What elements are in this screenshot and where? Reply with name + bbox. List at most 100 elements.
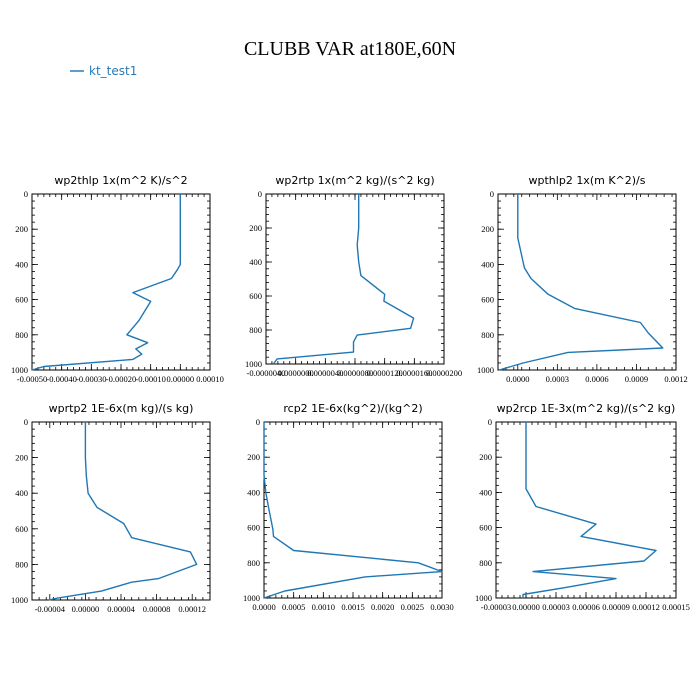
x-tick-label: 0.0000 — [506, 374, 529, 384]
y-tick-label: 800 — [481, 330, 494, 340]
x-tick-label: 0.00008 — [143, 604, 171, 614]
plot-frame — [497, 193, 677, 371]
x-tick-label: -0.00010 — [135, 374, 165, 384]
y-tick-label: 1000 — [475, 593, 492, 603]
plot-frame — [495, 421, 677, 599]
plot-frame — [31, 421, 211, 601]
series-line — [272, 194, 415, 365]
x-tick-label: -0.0000040 — [247, 368, 286, 378]
panel-2: wp2rtp 1x(m^2 kg)/(s^2 kg)-0.00000400.00… — [245, 174, 462, 378]
series-line — [263, 422, 443, 599]
series-line — [522, 422, 657, 598]
x-tick-label: 0.00012 — [632, 602, 660, 612]
panel-title: rcp2 1E-6x(kg^2)/(kg^2) — [283, 402, 422, 415]
x-tick-label: 0.00012 — [178, 604, 206, 614]
x-tick-label: 0.0025 — [401, 602, 424, 612]
series-line — [48, 422, 198, 601]
y-tick-label: 600 — [249, 291, 262, 301]
x-tick-label: 0.0010 — [312, 602, 335, 612]
y-tick-label: 1000 — [243, 593, 260, 603]
x-tick-label: 0.0005 — [282, 602, 305, 612]
y-tick-label: 1000 — [477, 365, 494, 375]
y-tick-label: 1000 — [11, 365, 28, 375]
y-tick-label: 800 — [249, 325, 262, 335]
panel-1: wp2thlp 1x(m^2 K)/s^2-0.00050 -0.00040 -0.… — [11, 174, 224, 384]
x-tick-label: 0.0015 — [341, 602, 364, 612]
x-tick-label: -0.00030 — [76, 374, 106, 384]
figure-title: CLUBB VAR at180E,60N — [244, 38, 456, 60]
y-tick-label: 600 — [15, 295, 28, 305]
y-tick-label: 600 — [15, 524, 28, 534]
panel-title: wp2thlp 1x(m^2 K)/s^2 — [54, 174, 187, 187]
x-tick-label: 0.0000160 — [396, 368, 432, 378]
y-tick-label: 600 — [479, 523, 492, 533]
panel-6: wp2rcp 1E-3x(m^2 kg)/(s^2 kg)-0.00003 0.0… — [475, 402, 690, 612]
series-line — [31, 194, 182, 371]
y-tick-label: 200 — [479, 452, 492, 462]
x-tick-label: -0.00050 — [17, 374, 47, 384]
x-tick-label: 0.00015 — [662, 602, 690, 612]
panels: wp2thlp 1x(m^2 K)/s^2-0.00050 -0.00040 -0.… — [11, 174, 690, 614]
x-tick-label: 0.00000 — [72, 604, 100, 614]
y-tick-label: 1000 — [245, 359, 262, 369]
x-tick-label: 0.00004 — [107, 604, 135, 614]
panel-5: rcp2 1E-6x(kg^2)/(kg^2) 0.0000 0.0005 0.001… — [243, 402, 454, 612]
y-tick-label: 800 — [479, 558, 492, 568]
y-tick-label: 400 — [15, 259, 28, 269]
x-tick-label: 0.00010 — [196, 374, 224, 384]
x-tick-label: 0.0000200 — [426, 368, 462, 378]
y-tick-label: 0 — [256, 417, 260, 427]
y-tick-label: 600 — [247, 523, 260, 533]
x-tick-label: 0.00000 — [512, 602, 540, 612]
series-line — [499, 194, 664, 371]
legend: kt_test1 — [70, 64, 137, 78]
x-tick-label: 0.0020 — [371, 602, 394, 612]
panel-title: wp2rtp 1x(m^2 kg)/(s^2 kg) — [275, 174, 434, 187]
panel-title: wpthlp2 1x(m K^2)/s — [529, 174, 646, 187]
x-tick-label: 0.0030 — [430, 602, 453, 612]
x-tick-label: -0.00020 — [106, 374, 136, 384]
x-tick-label: -0.00003 — [481, 602, 511, 612]
y-tick-label: 200 — [481, 224, 494, 234]
y-tick-label: 800 — [247, 558, 260, 568]
y-tick-label: 400 — [247, 487, 260, 497]
x-tick-label: 0.0003 — [546, 374, 569, 384]
y-tick-label: 0 — [490, 189, 494, 199]
y-tick-label: 400 — [479, 487, 492, 497]
x-tick-label: 0.00003 — [542, 602, 570, 612]
x-tick-label: 0.0006 — [585, 374, 608, 384]
y-tick-label: 600 — [481, 295, 494, 305]
y-tick-label: 0 — [258, 189, 262, 199]
x-tick-label: 0.0000120 — [367, 368, 403, 378]
y-tick-label: 800 — [15, 559, 28, 569]
y-tick-label: 400 — [15, 488, 28, 498]
y-tick-label: 200 — [249, 223, 262, 233]
panel-3: wpthlp2 1x(m K^2)/s 0.0000 0.0003 0.0006 0.0… — [477, 174, 688, 384]
plot-frame — [31, 193, 211, 371]
y-tick-label: 0 — [24, 417, 28, 427]
y-tick-label: 0 — [24, 189, 28, 199]
x-tick-label: -0.00040 — [46, 374, 76, 384]
x-tick-label: 0.00009 — [602, 602, 630, 612]
plot-frame — [263, 421, 443, 599]
y-tick-label: 200 — [15, 224, 28, 234]
panel-title: wp2rcp 1E-3x(m^2 kg)/(s^2 kg) — [497, 402, 676, 415]
x-tick-label: 0.0012 — [664, 374, 687, 384]
panel-4: wprtp2 1E-6x(m kg)/(s kg) -0.00004 0.00000… — [11, 402, 211, 614]
x-tick-label: 0.0000040 — [307, 368, 343, 378]
x-tick-label: -0.00004 — [35, 604, 66, 614]
x-tick-label: 0.0000000 — [278, 368, 314, 378]
x-tick-label: 0.0000080 — [337, 368, 373, 378]
y-tick-label: 400 — [481, 259, 494, 269]
panel-title: wprtp2 1E-6x(m kg)/(s kg) — [49, 402, 194, 415]
y-tick-label: 200 — [247, 452, 260, 462]
y-tick-label: 400 — [249, 257, 262, 267]
y-tick-label: 200 — [15, 453, 28, 463]
legend-label: kt_test1 — [89, 64, 137, 78]
x-tick-label: 0.00006 — [572, 602, 600, 612]
x-tick-label: 0.0000 — [252, 602, 275, 612]
x-tick-label: 0.00000 — [167, 374, 195, 384]
y-tick-label: 0 — [488, 417, 492, 427]
y-tick-label: 1000 — [11, 595, 28, 605]
